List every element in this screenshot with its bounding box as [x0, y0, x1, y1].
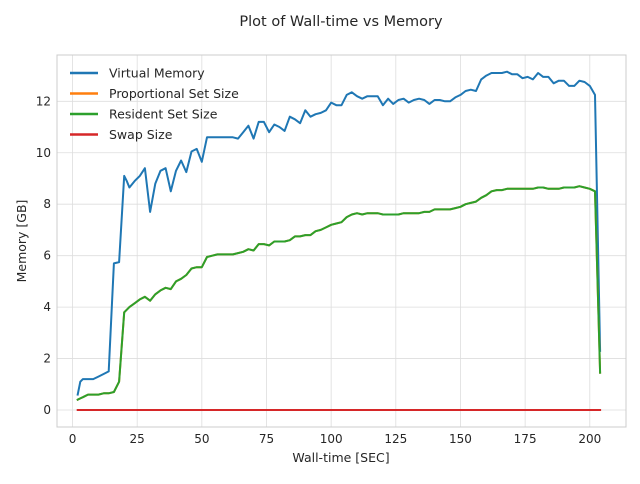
y-tick-label: 10 [36, 146, 51, 160]
x-tick-label: 125 [384, 432, 407, 446]
legend-item: Swap Size [70, 127, 173, 142]
y-tick-label: 8 [43, 197, 51, 211]
y-tick-label: 2 [43, 352, 51, 366]
x-tick-label: 25 [130, 432, 145, 446]
legend-label: Swap Size [109, 127, 173, 142]
y-tick-label: 0 [43, 403, 51, 417]
x-tick-label: 175 [514, 432, 537, 446]
series-line-resident-set-size [76, 185, 602, 402]
y-tick-label: 12 [36, 94, 51, 108]
x-tick-label: 200 [578, 432, 601, 446]
y-axis-ticks: 0 2 4 6 8 10 12 [36, 94, 51, 417]
y-axis-label: Memory [GB] [14, 200, 29, 283]
x-axis-label: Wall-time [SEC] [292, 450, 389, 465]
series-lines [76, 70, 602, 411]
x-axis-ticks: 0 25 50 75 100 125 150 175 200 [69, 432, 602, 446]
y-tick-label: 4 [43, 300, 51, 314]
legend: Virtual Memory Proportional Set Size Resid… [70, 66, 239, 142]
x-tick-label: 0 [69, 432, 77, 446]
plot-area-frame [56, 54, 627, 428]
legend-item: Proportional Set Size [70, 86, 239, 101]
legend-label: Resident Set Size [109, 107, 218, 122]
series-line-virtual-memory [76, 70, 602, 396]
x-tick-label: 150 [449, 432, 472, 446]
chart-title: Plot of Wall-time vs Memory [239, 14, 443, 30]
x-tick-label: 100 [320, 432, 343, 446]
legend-item: Resident Set Size [70, 107, 218, 122]
legend-label: Proportional Set Size [109, 86, 239, 101]
legend-item: Virtual Memory [70, 66, 205, 81]
x-tick-label: 50 [194, 432, 209, 446]
legend-label: Virtual Memory [109, 66, 205, 81]
y-tick-label: 6 [43, 249, 51, 263]
x-tick-label: 75 [259, 432, 274, 446]
